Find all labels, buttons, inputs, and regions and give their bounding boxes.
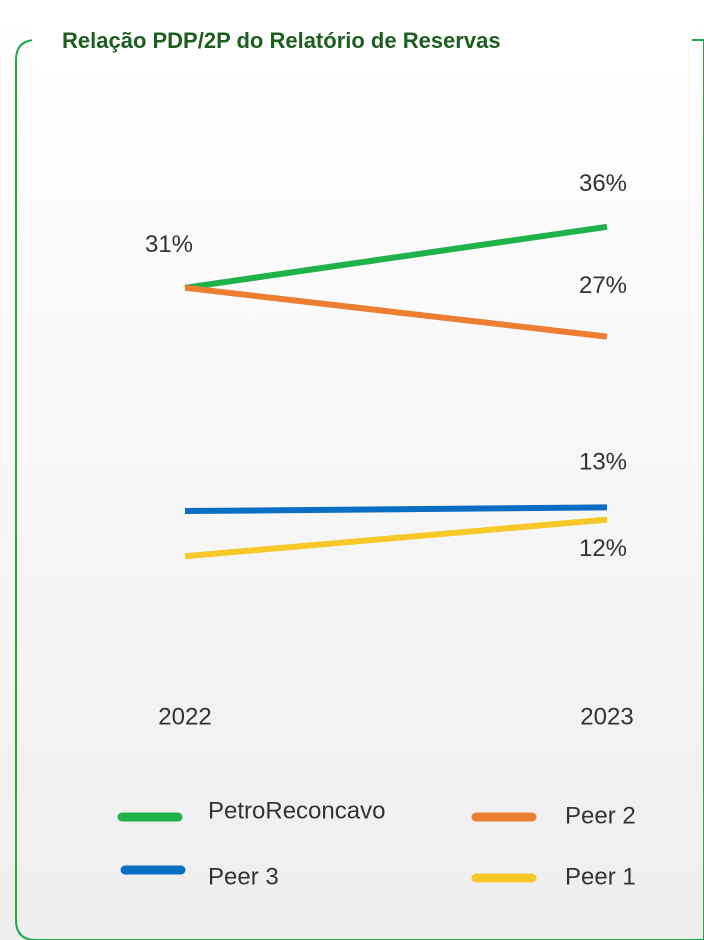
data-label: 12% [579,535,627,562]
x-tick-label: 2022 [158,703,211,730]
legend-label: Peer 2 [565,802,636,829]
series-line [185,507,607,511]
chart-title: Relação PDP/2P do Relatório de Reservas [62,28,501,53]
page: Relação PDP/2P do Relatório de Reservas … [0,0,704,940]
data-label: 13% [579,449,627,476]
legend-label: PetroReconcavo [208,797,385,824]
x-tick-label: 2023 [580,703,633,730]
data-label: 31% [145,231,193,258]
legend-label: Peer 1 [565,863,636,890]
data-label: 36% [579,170,627,197]
data-label: 27% [579,272,627,299]
chart: Relação PDP/2P do Relatório de Reservas … [0,0,704,940]
legend-label: Peer 3 [208,863,279,890]
